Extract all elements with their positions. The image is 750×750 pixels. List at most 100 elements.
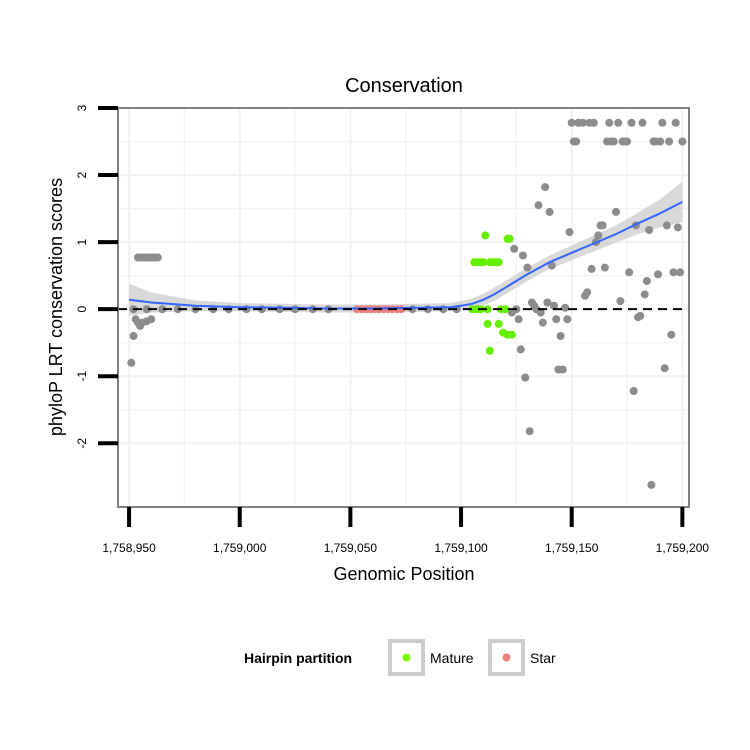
data-point [667,330,676,339]
data-point [510,244,519,253]
x-tick-label: 1,759,050 [324,541,378,555]
data-point [660,364,669,373]
y-tick-label: 3 [75,104,89,111]
data-point [640,290,649,299]
data-point [142,305,151,314]
data-point [647,480,656,489]
y-tick-label: -2 [75,438,89,449]
chart-title: Conservation [345,75,463,97]
smooth-line [128,201,683,310]
data-point [589,118,598,127]
x-axis-title: Genomic Position [333,564,474,584]
data-point [623,137,631,146]
data-point [645,226,654,234]
data-point [598,221,607,230]
y-tick-label: 1 [75,238,89,245]
data-point [609,137,618,146]
data-point [558,365,567,374]
data-point [658,118,667,127]
data-point [158,305,167,314]
data-point [612,207,620,216]
data-point [523,263,532,272]
legend-label-star: Star [530,650,556,666]
x-axis: 1,758,950 1,759,000 1,759,050 1,759,100 1,75… [102,507,709,555]
data-point [614,118,623,127]
legend-key-mature [402,653,411,662]
data-point [662,221,671,230]
data-point [561,303,570,312]
smooth-line-group [128,201,683,310]
data-point [638,118,647,127]
confidence-ribbon-group [129,181,683,316]
x-tick-label: 1,758,950 [102,541,156,555]
data-point-mature [507,330,516,339]
data-point-mature [481,231,490,240]
data-points [127,118,687,489]
y-tick-label: -1 [75,371,89,382]
data-point-mature [494,258,503,267]
data-point [545,207,554,216]
data-point [534,201,543,210]
data-point [605,118,614,127]
data-point [525,427,534,436]
data-point [665,137,674,146]
data-point [547,261,556,270]
data-point [671,118,680,127]
data-point [153,253,162,262]
confidence-ribbon [129,181,683,316]
data-point [625,268,634,277]
data-point [587,264,596,273]
data-point [567,118,576,127]
data-point [673,223,682,232]
data-point [173,305,182,314]
data-point [654,270,662,279]
data-point [572,137,581,146]
data-point-mature [479,258,488,267]
data-point [678,137,687,146]
data-point [291,305,300,314]
data-point [129,332,138,340]
legend-title: Hairpin partition [244,650,352,666]
legend-key-star [502,653,511,662]
data-point-mature [501,305,510,314]
legend: Hairpin partition Mature Star [244,639,556,676]
data-point [550,301,558,310]
data-point [127,358,136,367]
y-tick-label: 2 [75,171,89,178]
data-point [519,251,527,260]
data-point [565,228,574,237]
data-point [636,311,645,320]
data-point [516,345,525,354]
x-tick-label: 1,759,200 [656,541,710,555]
data-point [552,315,561,324]
x-tick-label: 1,759,000 [213,541,267,555]
data-point [583,288,592,297]
data-point [627,118,636,127]
data-point [541,183,550,192]
data-point [669,268,678,277]
data-point-mature [485,346,494,355]
data-point [536,308,545,317]
data-point [642,277,651,285]
data-point [543,298,552,307]
data-point [521,373,530,382]
data-point [578,118,587,127]
data-point-mature [483,305,492,314]
y-axis: 3 2 1 0 -1 -2 [75,104,118,449]
data-point [616,297,625,306]
x-tick-label: 1,759,150 [545,541,599,555]
data-point-mature [483,319,492,328]
data-point [676,268,685,277]
data-point-mature [505,234,514,243]
data-point [514,315,523,324]
y-tick-label: 0 [75,306,89,313]
data-point [147,315,156,324]
y-axis-title: phyloP LRT conservation scores [46,178,66,436]
data-point-mature [494,319,503,328]
data-point [629,387,638,395]
data-point [656,137,665,146]
legend-label-mature: Mature [430,650,474,666]
data-point [600,263,609,272]
data-point [556,332,565,340]
